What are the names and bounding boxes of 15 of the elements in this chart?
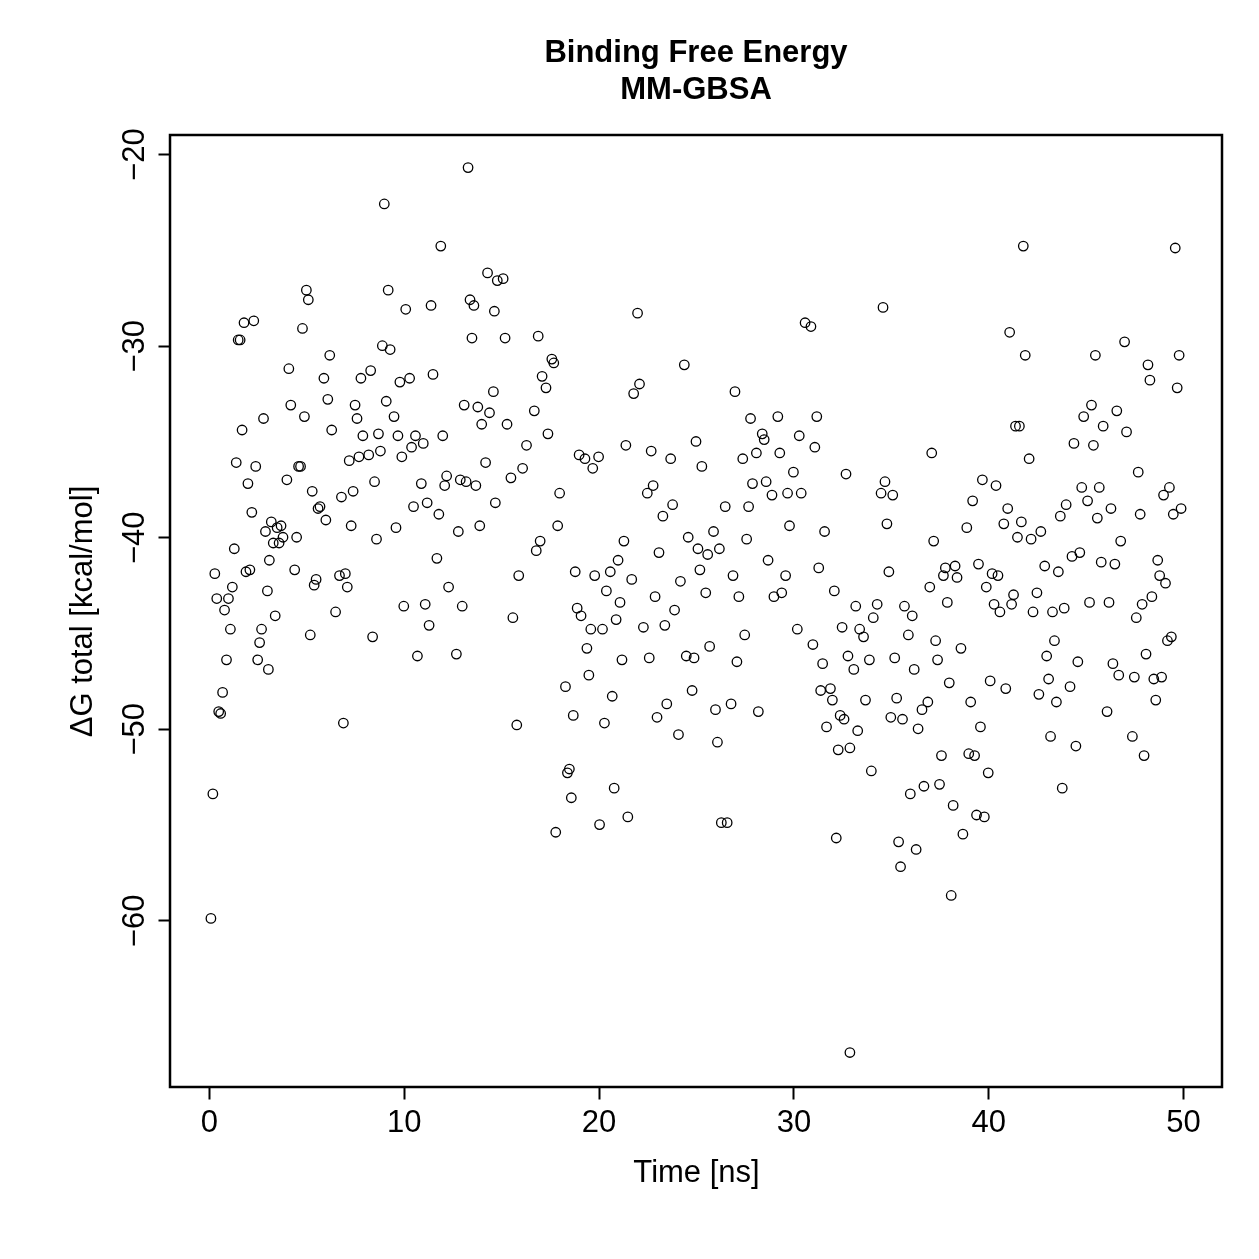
y-tick-label: −60: [115, 894, 151, 948]
chart-subtitle: MM-GBSA: [620, 70, 772, 106]
y-tick-label: −50: [115, 703, 151, 756]
chart-title: Binding Free Energy: [544, 33, 849, 69]
y-axis-title: ΔG total [kcal/mol]: [63, 485, 99, 738]
x-tick-label: 40: [971, 1103, 1006, 1139]
x-axis-title: Time [ns]: [633, 1153, 760, 1189]
y-tick-label: −40: [115, 511, 151, 565]
y-tick-label: −20: [115, 128, 151, 181]
x-tick-label: 20: [581, 1103, 617, 1139]
x-tick-label: 50: [1166, 1103, 1201, 1139]
y-tick-label: −30: [115, 319, 151, 373]
x-tick-label: 30: [776, 1103, 812, 1139]
x-tick-label: 10: [387, 1103, 422, 1139]
x-tick-label: 0: [200, 1103, 219, 1139]
